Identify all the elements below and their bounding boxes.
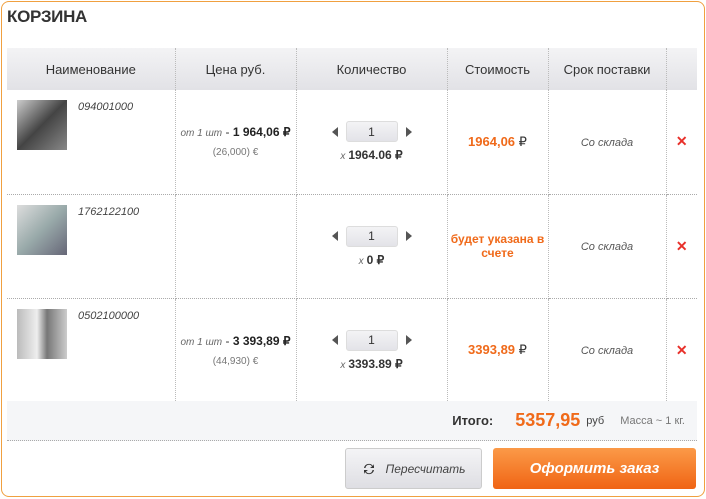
delivery-status: Со склада bbox=[580, 136, 634, 149]
price-from: от 1 шт bbox=[180, 336, 223, 348]
col-cost: Стоимость bbox=[447, 48, 549, 90]
col-delivery: Срок поставки bbox=[548, 48, 667, 90]
qty-cell: x0 ₽ bbox=[296, 194, 448, 299]
name-cell: 094001000 bbox=[7, 90, 176, 195]
cart-table: Наименование Цена руб. Количество Стоимо… bbox=[7, 48, 697, 403]
name-cell: 1762122100 bbox=[7, 194, 176, 299]
col-actions bbox=[666, 48, 697, 90]
product-image[interactable] bbox=[17, 100, 67, 150]
delete-icon[interactable]: ✕ bbox=[675, 237, 688, 254]
total-bar: Итого: 5357,95 руб Масса ~ 1 кг. bbox=[7, 401, 697, 441]
multiply-sign: x bbox=[340, 151, 346, 163]
price-from: от 1 шт bbox=[180, 128, 223, 140]
delivery-status: Со склада bbox=[580, 345, 634, 357]
product-image[interactable] bbox=[17, 204, 67, 255]
line-cost-unit: ₽ bbox=[518, 133, 527, 149]
table-row: 094001000 от 1 шт - 1 964,06 ₽ (26,000) €… bbox=[7, 90, 697, 195]
actions-cell: ✕ bbox=[666, 298, 697, 403]
increase-qty-icon[interactable] bbox=[405, 126, 412, 137]
col-price: Цена руб. bbox=[175, 48, 297, 90]
delete-icon[interactable]: ✕ bbox=[675, 133, 688, 150]
quantity-input[interactable] bbox=[345, 329, 398, 351]
actions-cell: ✕ bbox=[666, 90, 697, 195]
checkout-button[interactable]: Оформить заказ bbox=[493, 448, 696, 489]
increase-qty-icon[interactable] bbox=[405, 231, 412, 241]
line-cost: 1964,06 bbox=[468, 133, 516, 149]
delete-icon[interactable]: ✕ bbox=[675, 341, 688, 358]
col-name: Наименование bbox=[7, 48, 176, 90]
quantity-input[interactable] bbox=[345, 225, 398, 247]
price-eur: (26,000) € bbox=[212, 147, 259, 159]
page-title: КОРЗИНА bbox=[7, 7, 88, 26]
total-label: Итого: bbox=[452, 413, 494, 428]
decrease-qty-icon[interactable] bbox=[331, 231, 338, 241]
price-eur: (44,930) € bbox=[212, 355, 259, 367]
cost-cell: 3393,89 ₽ bbox=[447, 298, 549, 403]
delivery-cell: Со склада bbox=[548, 90, 667, 195]
delivery-status: Со склада bbox=[580, 241, 634, 253]
product-sku[interactable]: 1762122100 bbox=[78, 205, 140, 218]
price-cell: от 1 шт - 1 964,06 ₽ (26,000) € bbox=[175, 90, 297, 195]
table-row: 0502100000 от 1 шт - 3 393,89 ₽ (44,930) … bbox=[7, 298, 697, 403]
name-cell: 0502100000 bbox=[7, 298, 176, 403]
total-unit: руб bbox=[586, 414, 605, 427]
cost-cell: 1964,06 ₽ bbox=[447, 90, 549, 195]
product-image[interactable] bbox=[17, 308, 67, 359]
cost-cell: будет указана в счете bbox=[447, 194, 549, 299]
decrease-qty-icon[interactable] bbox=[331, 126, 338, 137]
unit-price: 3 393,89 ₽ bbox=[232, 333, 291, 348]
product-sku[interactable]: 0502100000 bbox=[78, 309, 140, 322]
product-sku[interactable]: 094001000 bbox=[78, 101, 134, 113]
price-cell bbox=[175, 194, 297, 299]
price-sep: - bbox=[222, 333, 233, 348]
delivery-cell: Со склада bbox=[548, 194, 667, 299]
price-cell: от 1 шт - 3 393,89 ₽ (44,930) € bbox=[175, 298, 297, 403]
total-mass: Масса ~ 1 кг. bbox=[620, 414, 685, 427]
qty-subtotal: 1964.06 ₽ bbox=[348, 148, 403, 163]
price-sep: - bbox=[222, 125, 233, 140]
increase-qty-icon[interactable] bbox=[405, 335, 412, 345]
quantity-input[interactable] bbox=[345, 121, 398, 143]
line-cost: 3393,89 bbox=[468, 342, 516, 357]
decrease-qty-icon[interactable] bbox=[331, 335, 338, 345]
delivery-cell: Со склада bbox=[548, 298, 667, 403]
col-qty: Количество bbox=[296, 48, 448, 90]
multiply-sign: x bbox=[340, 359, 346, 371]
unit-price: 1 964,06 ₽ bbox=[232, 125, 291, 140]
line-cost-unit: ₽ bbox=[518, 342, 527, 357]
recalculate-button[interactable]: Пересчитать bbox=[345, 448, 482, 489]
line-cost: будет указана в счете bbox=[450, 232, 545, 260]
refresh-icon bbox=[363, 463, 374, 474]
actions-cell: ✕ bbox=[666, 194, 697, 299]
total-value: 5357,95 bbox=[515, 410, 581, 430]
qty-subtotal: 3393.89 ₽ bbox=[348, 356, 403, 371]
qty-subtotal: 0 ₽ bbox=[366, 252, 385, 267]
table-row: 1762122100 x0 ₽ будет указана в счете Со… bbox=[7, 194, 697, 299]
recalculate-label: Пересчитать bbox=[385, 461, 466, 476]
multiply-sign: x bbox=[358, 255, 364, 267]
